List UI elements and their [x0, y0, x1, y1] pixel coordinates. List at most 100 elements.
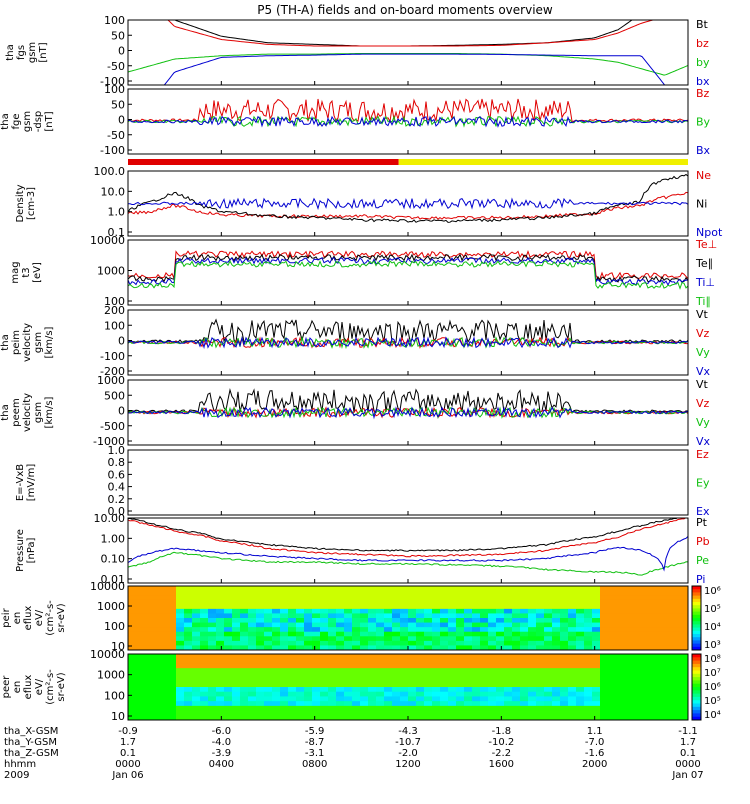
spectrogram-cell — [440, 595, 449, 601]
spectrogram-cell — [408, 599, 417, 605]
y-axis-label-line: tha — [0, 334, 11, 350]
spectrogram-cell — [560, 636, 569, 642]
spectrogram-cell — [528, 710, 537, 716]
spectrogram-cell — [496, 636, 505, 642]
spectrogram-cell — [600, 604, 609, 610]
spectrogram-cell — [632, 705, 641, 712]
series-line — [128, 256, 688, 287]
spectrogram-cell — [680, 687, 688, 693]
spectrogram-cell — [336, 715, 345, 720]
spectrogram-cell — [240, 627, 249, 633]
spectrogram-cell — [176, 604, 185, 610]
panel-body-spec_i — [128, 586, 688, 650]
series-line — [128, 388, 688, 414]
spectrogram-cell — [320, 696, 329, 702]
spectrogram-cell — [448, 631, 457, 637]
spectrogram-cell — [328, 590, 337, 596]
spectrogram-cell — [160, 715, 169, 720]
spectrogram-cell — [136, 599, 145, 605]
spectrogram-cell — [424, 682, 433, 688]
legend-entry: Te∥ — [695, 257, 713, 270]
spectrogram-cell — [632, 622, 641, 628]
y-axis-label-line: eflux — [23, 606, 34, 631]
spectrogram-cell — [544, 715, 553, 720]
spectrogram-cell — [528, 691, 537, 698]
spectrogram-cell — [328, 645, 337, 650]
spectrogram-cell — [536, 677, 545, 683]
spectrogram-cell — [568, 677, 577, 683]
spectrogram-cell — [536, 691, 545, 698]
spectrogram-cell — [128, 682, 137, 688]
y-tick-label: 0.1 — [108, 226, 126, 239]
spectrogram-cell — [656, 599, 665, 605]
spectrogram-cell — [408, 631, 417, 637]
spectrogram-cell — [488, 687, 497, 693]
spectrogram-cell — [600, 613, 609, 619]
spectrogram-cell — [224, 658, 233, 665]
spectrogram-cell — [232, 604, 241, 610]
spectrogram-cell — [368, 599, 377, 605]
spectrogram-cell — [224, 604, 233, 610]
spectrogram-cell — [368, 672, 377, 679]
spectrogram-cell — [416, 627, 425, 633]
spectrogram-cell — [320, 636, 329, 642]
panel-body-fgs — [128, 20, 688, 85]
spectrogram-cell — [344, 701, 353, 707]
spectrogram-cell — [408, 595, 417, 601]
spectrogram-cell — [480, 631, 489, 637]
spectrogram-cell — [240, 604, 249, 610]
spectrogram-cell — [128, 658, 137, 665]
spectrogram-cell — [272, 636, 281, 642]
spectrogram-cell — [336, 631, 345, 637]
spectrogram-cell — [680, 677, 688, 683]
panel-spec_e: 10⁸10⁷10⁶10⁵10⁴10000100010010thapeerenef… — [0, 648, 721, 723]
spectrogram-cell — [288, 677, 297, 683]
spectrogram-cell — [672, 640, 681, 647]
spectrogram-cell — [400, 622, 409, 628]
spectrogram-cell — [192, 618, 201, 624]
spectrogram-cell — [624, 672, 633, 679]
spectrogram-cell — [328, 636, 337, 642]
spectrogram-cell — [576, 618, 585, 624]
spectrogram-cell — [272, 677, 281, 683]
spectrogram-cell — [400, 710, 409, 716]
spectrogram-cell — [584, 645, 593, 650]
spectrogram-cell — [544, 654, 553, 660]
spectrogram-cell — [632, 604, 641, 610]
spectrogram-cell — [176, 710, 185, 716]
spectrogram-cell — [640, 691, 649, 698]
orbit-bar-red — [128, 159, 399, 165]
spectrogram-cell — [376, 604, 385, 610]
spectrogram-cell — [376, 595, 385, 601]
spectrogram-cell — [200, 658, 209, 665]
colorbar-tick-label: 10³ — [704, 640, 721, 651]
spectrogram-cell — [152, 705, 161, 712]
spectrogram-cell — [680, 613, 688, 619]
spectrogram-cell — [232, 715, 241, 720]
spectrogram-cell — [440, 658, 449, 665]
spectrogram-cell — [360, 715, 369, 720]
spectrogram-cell — [432, 636, 441, 642]
spectrogram-cell — [272, 604, 281, 610]
spectrogram-cell — [160, 636, 169, 642]
spectrogram-cell — [656, 658, 665, 665]
spectrogram-cell — [664, 696, 673, 702]
spectrogram-cell — [328, 715, 337, 720]
spectrogram-cell — [320, 618, 329, 624]
spectrogram-cell — [264, 631, 273, 637]
spectrogram-cell — [312, 618, 321, 624]
spectrogram-cell — [520, 608, 529, 615]
spectrogram-cell — [576, 672, 585, 679]
ephemeris-value: 0.1 — [680, 748, 696, 759]
spectrogram-cell — [304, 677, 313, 683]
spectrogram-cell — [528, 586, 537, 592]
spectrogram-cell — [656, 687, 665, 693]
spectrogram-cell — [568, 590, 577, 596]
spectrogram-cell — [224, 701, 233, 707]
y-tick-label: -500 — [100, 420, 125, 433]
spectrogram-cell — [256, 645, 265, 650]
spectrogram-cell — [304, 682, 313, 688]
spectrogram-cell — [536, 640, 545, 647]
y-axis-label: thapeimvelocitygsm[km/s] — [0, 323, 55, 362]
spectrogram-cell — [656, 595, 665, 601]
